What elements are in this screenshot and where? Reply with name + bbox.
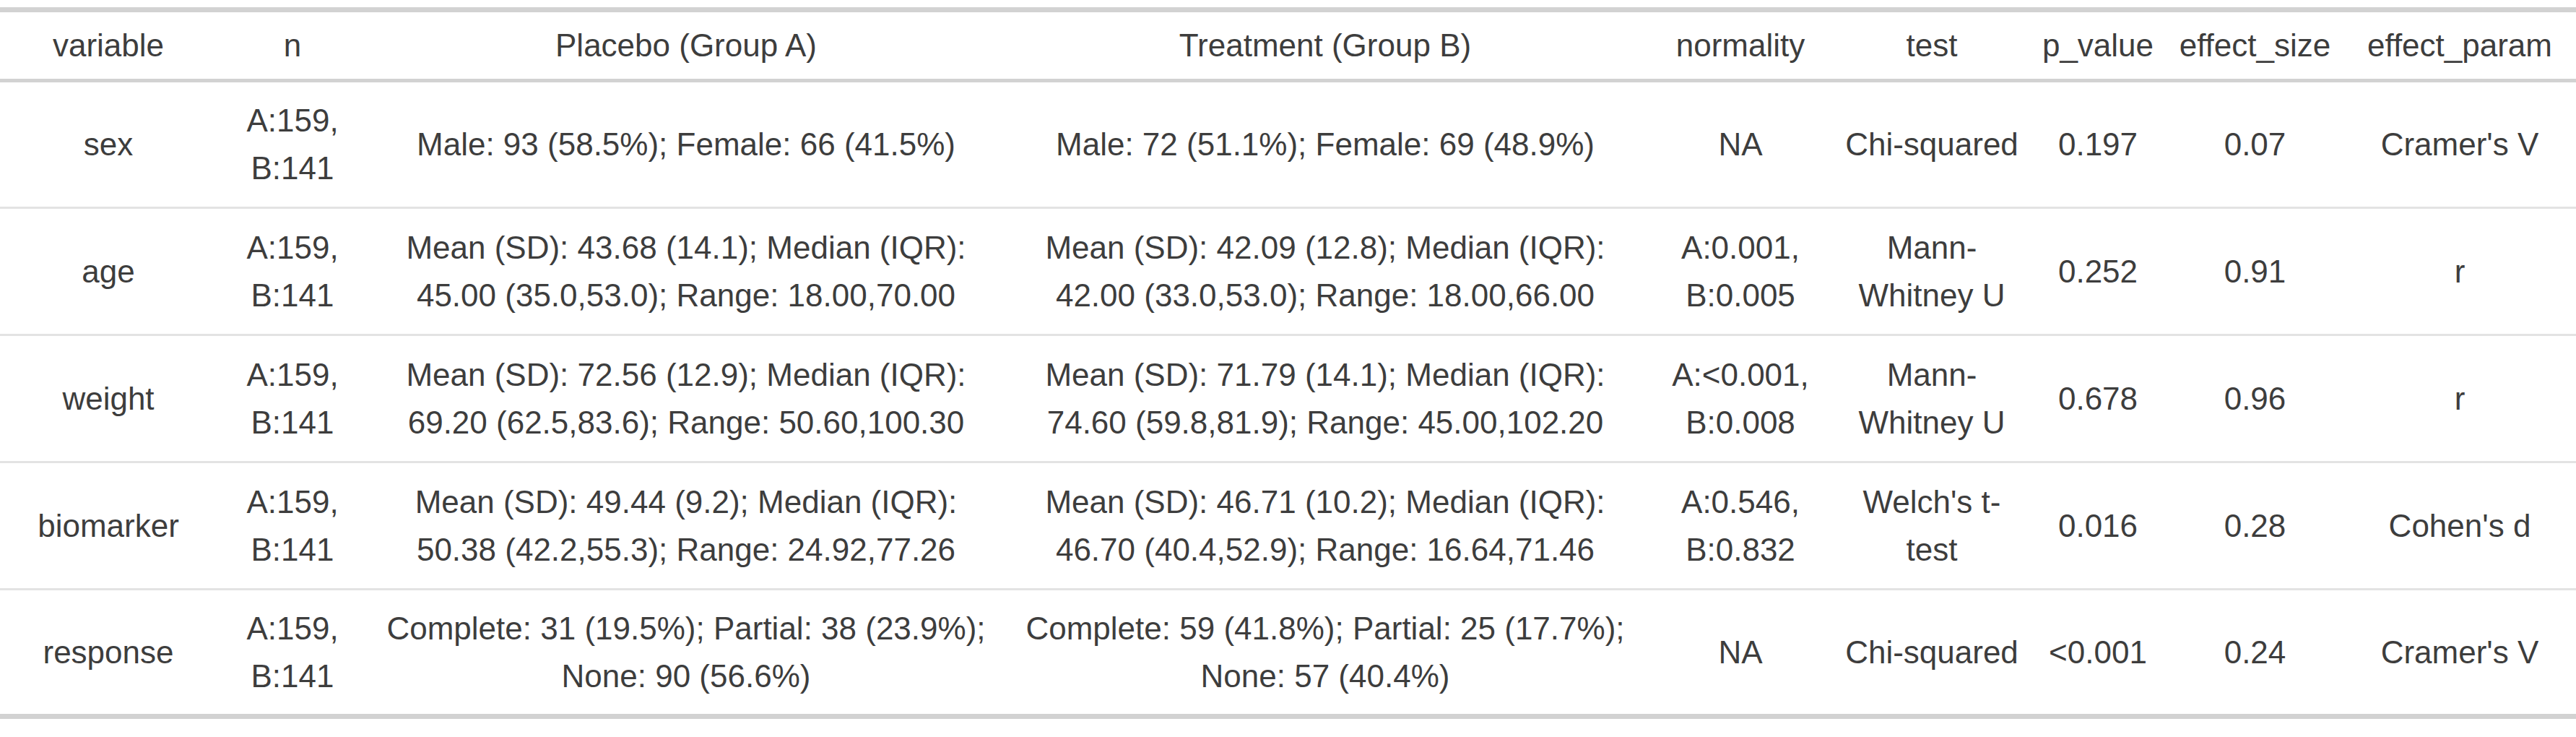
table-header: variable n Placebo (Group A) Treatment (… (0, 10, 2576, 81)
cell-treatment-group-b: Male: 72 (51.1%); Female: 69 (48.9%) (1004, 81, 1647, 208)
cell-n: A:159, B:141 (217, 208, 368, 335)
cell-effect-size: 0.91 (2167, 208, 2343, 335)
table-row: responseA:159, B:141Complete: 31 (19.5%)… (0, 590, 2576, 717)
cell-p-value: 0.197 (2029, 81, 2167, 208)
column-header-effect-size: effect_size (2167, 10, 2343, 81)
cell-test: Chi-squared (1834, 81, 2029, 208)
cell-placebo-group-a: Complete: 31 (19.5%); Partial: 38 (23.9%… (368, 590, 1004, 717)
table-row: sexA:159, B:141Male: 93 (58.5%); Female:… (0, 81, 2576, 208)
cell-test: Welch's t-test (1834, 462, 2029, 590)
table-container: variable n Placebo (Group A) Treatment (… (0, 0, 2576, 719)
cell-n: A:159, B:141 (217, 335, 368, 462)
cell-effect-param: Cohen's d (2343, 462, 2576, 590)
cell-treatment-group-b: Mean (SD): 46.71 (10.2); Median (IQR): 4… (1004, 462, 1647, 590)
cell-placebo-group-a: Mean (SD): 72.56 (12.9); Median (IQR): 6… (368, 335, 1004, 462)
cell-effect-param: r (2343, 208, 2576, 335)
column-header-n: n (217, 10, 368, 81)
column-header-normality: normality (1647, 10, 1834, 81)
cell-p-value: 0.678 (2029, 335, 2167, 462)
table-row: biomarkerA:159, B:141Mean (SD): 49.44 (9… (0, 462, 2576, 590)
cell-treatment-group-b: Mean (SD): 71.79 (14.1); Median (IQR): 7… (1004, 335, 1647, 462)
cell-normality: A:<0.001, B:0.008 (1647, 335, 1834, 462)
table-body: sexA:159, B:141Male: 93 (58.5%); Female:… (0, 81, 2576, 717)
cell-placebo-group-a: Male: 93 (58.5%); Female: 66 (41.5%) (368, 81, 1004, 208)
cell-variable: weight (0, 335, 217, 462)
cell-normality: NA (1647, 81, 1834, 208)
cell-effect-param: Cramer's V (2343, 81, 2576, 208)
header-row: variable n Placebo (Group A) Treatment (… (0, 10, 2576, 81)
cell-effect-size: 0.07 (2167, 81, 2343, 208)
cell-effect-size: 0.28 (2167, 462, 2343, 590)
table-row: weightA:159, B:141Mean (SD): 72.56 (12.9… (0, 335, 2576, 462)
cell-placebo-group-a: Mean (SD): 49.44 (9.2); Median (IQR): 50… (368, 462, 1004, 590)
results-table: variable n Placebo (Group A) Treatment (… (0, 7, 2576, 719)
cell-treatment-group-b: Mean (SD): 42.09 (12.8); Median (IQR): 4… (1004, 208, 1647, 335)
cell-variable: response (0, 590, 217, 717)
cell-normality: NA (1647, 590, 1834, 717)
cell-effect-size: 0.96 (2167, 335, 2343, 462)
cell-p-value: 0.016 (2029, 462, 2167, 590)
table-row: ageA:159, B:141Mean (SD): 43.68 (14.1); … (0, 208, 2576, 335)
column-header-test: test (1834, 10, 2029, 81)
cell-placebo-group-a: Mean (SD): 43.68 (14.1); Median (IQR): 4… (368, 208, 1004, 335)
column-header-effect-param: effect_param (2343, 10, 2576, 81)
cell-test: Chi-squared (1834, 590, 2029, 717)
column-header-treatment: Treatment (Group B) (1004, 10, 1647, 81)
cell-p-value: <0.001 (2029, 590, 2167, 717)
cell-normality: A:0.546, B:0.832 (1647, 462, 1834, 590)
cell-test: Mann-Whitney U (1834, 208, 2029, 335)
cell-variable: biomarker (0, 462, 217, 590)
cell-n: A:159, B:141 (217, 462, 368, 590)
cell-variable: sex (0, 81, 217, 208)
cell-treatment-group-b: Complete: 59 (41.8%); Partial: 25 (17.7%… (1004, 590, 1647, 717)
column-header-variable: variable (0, 10, 217, 81)
cell-normality: A:0.001, B:0.005 (1647, 208, 1834, 335)
column-header-placebo: Placebo (Group A) (368, 10, 1004, 81)
column-header-p-value: p_value (2029, 10, 2167, 81)
cell-test: Mann-Whitney U (1834, 335, 2029, 462)
cell-n: A:159, B:141 (217, 81, 368, 208)
cell-variable: age (0, 208, 217, 335)
cell-p-value: 0.252 (2029, 208, 2167, 335)
cell-effect-param: r (2343, 335, 2576, 462)
cell-n: A:159, B:141 (217, 590, 368, 717)
cell-effect-param: Cramer's V (2343, 590, 2576, 717)
cell-effect-size: 0.24 (2167, 590, 2343, 717)
